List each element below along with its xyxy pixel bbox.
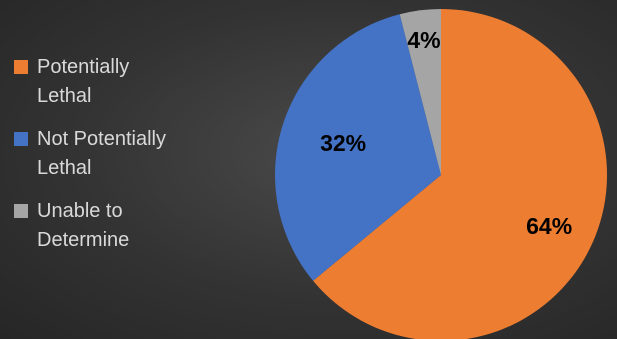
data-label-potentially-lethal: 64% — [526, 213, 572, 239]
legend-swatch-potentially-lethal — [14, 60, 28, 74]
data-label-unable-to-determine: 4% — [407, 27, 440, 53]
legend-swatch-not-potentially-lethal — [14, 132, 28, 146]
legend-item-unable-to-determine: Unable to Determine — [14, 197, 244, 255]
legend-label-unable-to-determine: Unable to Determine — [37, 200, 130, 251]
pie-slice-potentially-lethal — [313, 9, 607, 339]
pie-slice-not-potentially-lethal — [274, 14, 441, 281]
chart-legend: Potentially Lethal Not Potentially Lethal … — [14, 53, 244, 269]
legend-item-potentially-lethal: Potentially Lethal — [14, 53, 244, 111]
legend-swatch-unable-to-determine — [14, 204, 28, 218]
legend-label-potentially-lethal: Potentially Lethal — [37, 56, 130, 107]
legend-label-not-potentially-lethal: Not Potentially Lethal — [37, 128, 166, 179]
legend-item-not-potentially-lethal: Not Potentially Lethal — [14, 125, 244, 183]
data-label-not-potentially-lethal: 32% — [320, 130, 366, 156]
pie-slice-unable-to-determine — [399, 9, 441, 175]
